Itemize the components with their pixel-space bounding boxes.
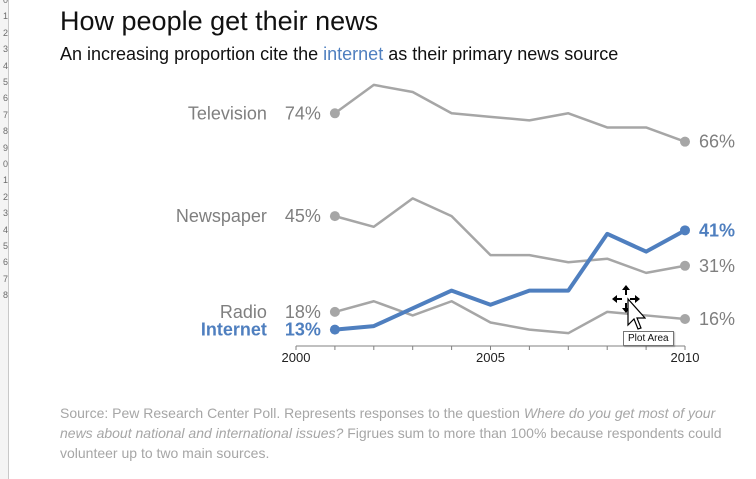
subtitle-text-start: An increasing proportion cite the <box>60 44 324 64</box>
row-number: 4 <box>2 224 8 235</box>
series-start-point-newspaper <box>329 211 340 222</box>
series-start-value-television: 74% <box>285 103 321 123</box>
series-start-point-internet <box>329 324 340 335</box>
row-number: 8 <box>2 126 8 137</box>
row-number: 7 <box>2 109 8 120</box>
series-line-internet <box>332 228 687 332</box>
row-number: 5 <box>2 77 8 87</box>
row-number: 1 <box>2 175 8 186</box>
series-start-value-newspaper: 45% <box>285 206 321 226</box>
row-number: 2 <box>2 191 8 202</box>
row-number: 3 <box>2 44 8 55</box>
source-question: Where do you get most of your news about… <box>60 405 716 441</box>
series-name-newspaper: Newspaper <box>176 206 267 226</box>
series-end-point-internet <box>680 225 690 236</box>
row-number-gutter: 0 1 2 3 4 5 6 7 8 9 0 1 2 3 4 5 6 7 8 <box>0 0 9 479</box>
chart-title: How people get their news <box>60 6 379 36</box>
series-end-value-internet: 41% <box>699 220 735 240</box>
row-number: 0 <box>2 159 8 169</box>
source-suffix: Figrues sum to more than 100% because re… <box>60 425 722 461</box>
news-source-line-chart[interactable]: 2000 2005 201074%Television66%45%Newspaper… <box>0 0 756 400</box>
row-number: 5 <box>2 241 8 251</box>
source-note: Source: Pew Research Center Poll. Repres… <box>60 403 750 463</box>
x-tick-label: 2005 <box>476 350 505 365</box>
series-start-point-radio <box>329 306 340 317</box>
series-start-value-internet: 13% <box>285 320 321 340</box>
row-number: 1 <box>2 11 8 22</box>
plot-area[interactable] <box>300 90 720 345</box>
series-line-radio <box>333 300 687 335</box>
series-end-point-newspaper <box>680 260 690 271</box>
row-number: 3 <box>2 208 8 219</box>
subtitle-text-end: as their primary news source <box>383 44 619 64</box>
x-tick-label: 2000 <box>282 350 311 365</box>
series-end-point-radio <box>680 313 690 324</box>
row-number: 8 <box>2 290 8 301</box>
series-start-value-radio: 18% <box>285 302 321 322</box>
row-number: 9 <box>2 142 8 153</box>
series-name-radio: Radio <box>220 302 267 322</box>
row-number: 7 <box>2 273 8 284</box>
series-end-value-newspaper: 31% <box>699 256 735 276</box>
row-number: 4 <box>2 60 8 71</box>
move-cursor-icon <box>612 285 646 330</box>
chart-subtitle: An increasing proportion cite the intern… <box>60 44 618 65</box>
series-name-television: Television <box>188 103 267 123</box>
series-line-television <box>333 83 687 143</box>
plot-area-tooltip: Plot Area <box>623 331 674 346</box>
subtitle-highlight: internet <box>323 44 384 64</box>
series-end-value-radio: 16% <box>699 309 735 329</box>
series-end-value-television: 66% <box>699 132 735 152</box>
source-prefix: Source: Pew Research Center Poll. Repres… <box>60 405 524 421</box>
series-end-point-television <box>680 136 690 147</box>
row-number: 0 <box>2 0 8 5</box>
series-line-newspaper <box>333 197 687 275</box>
row-number: 6 <box>2 93 8 104</box>
x-tick-label: 2010 <box>671 350 700 365</box>
row-number: 2 <box>2 27 8 38</box>
series-start-point-television <box>329 108 340 119</box>
row-number: 6 <box>2 257 8 268</box>
series-name-internet: Internet <box>201 320 267 340</box>
